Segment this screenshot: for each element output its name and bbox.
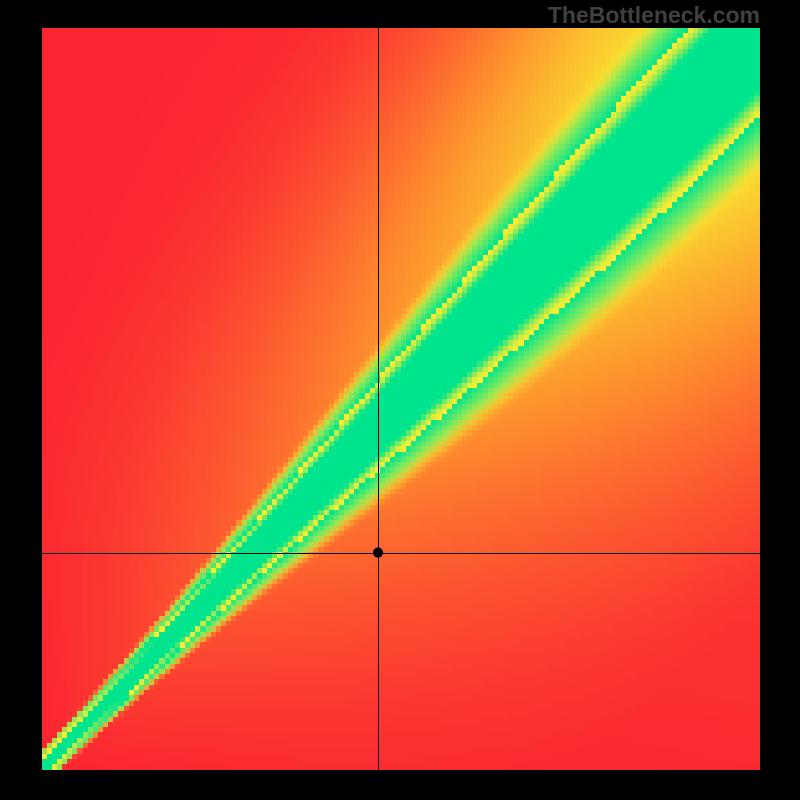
watermark-text: TheBottleneck.com [548, 2, 760, 29]
bottleneck-heatmap [42, 28, 760, 770]
chart-container: TheBottleneck.com [0, 0, 800, 800]
